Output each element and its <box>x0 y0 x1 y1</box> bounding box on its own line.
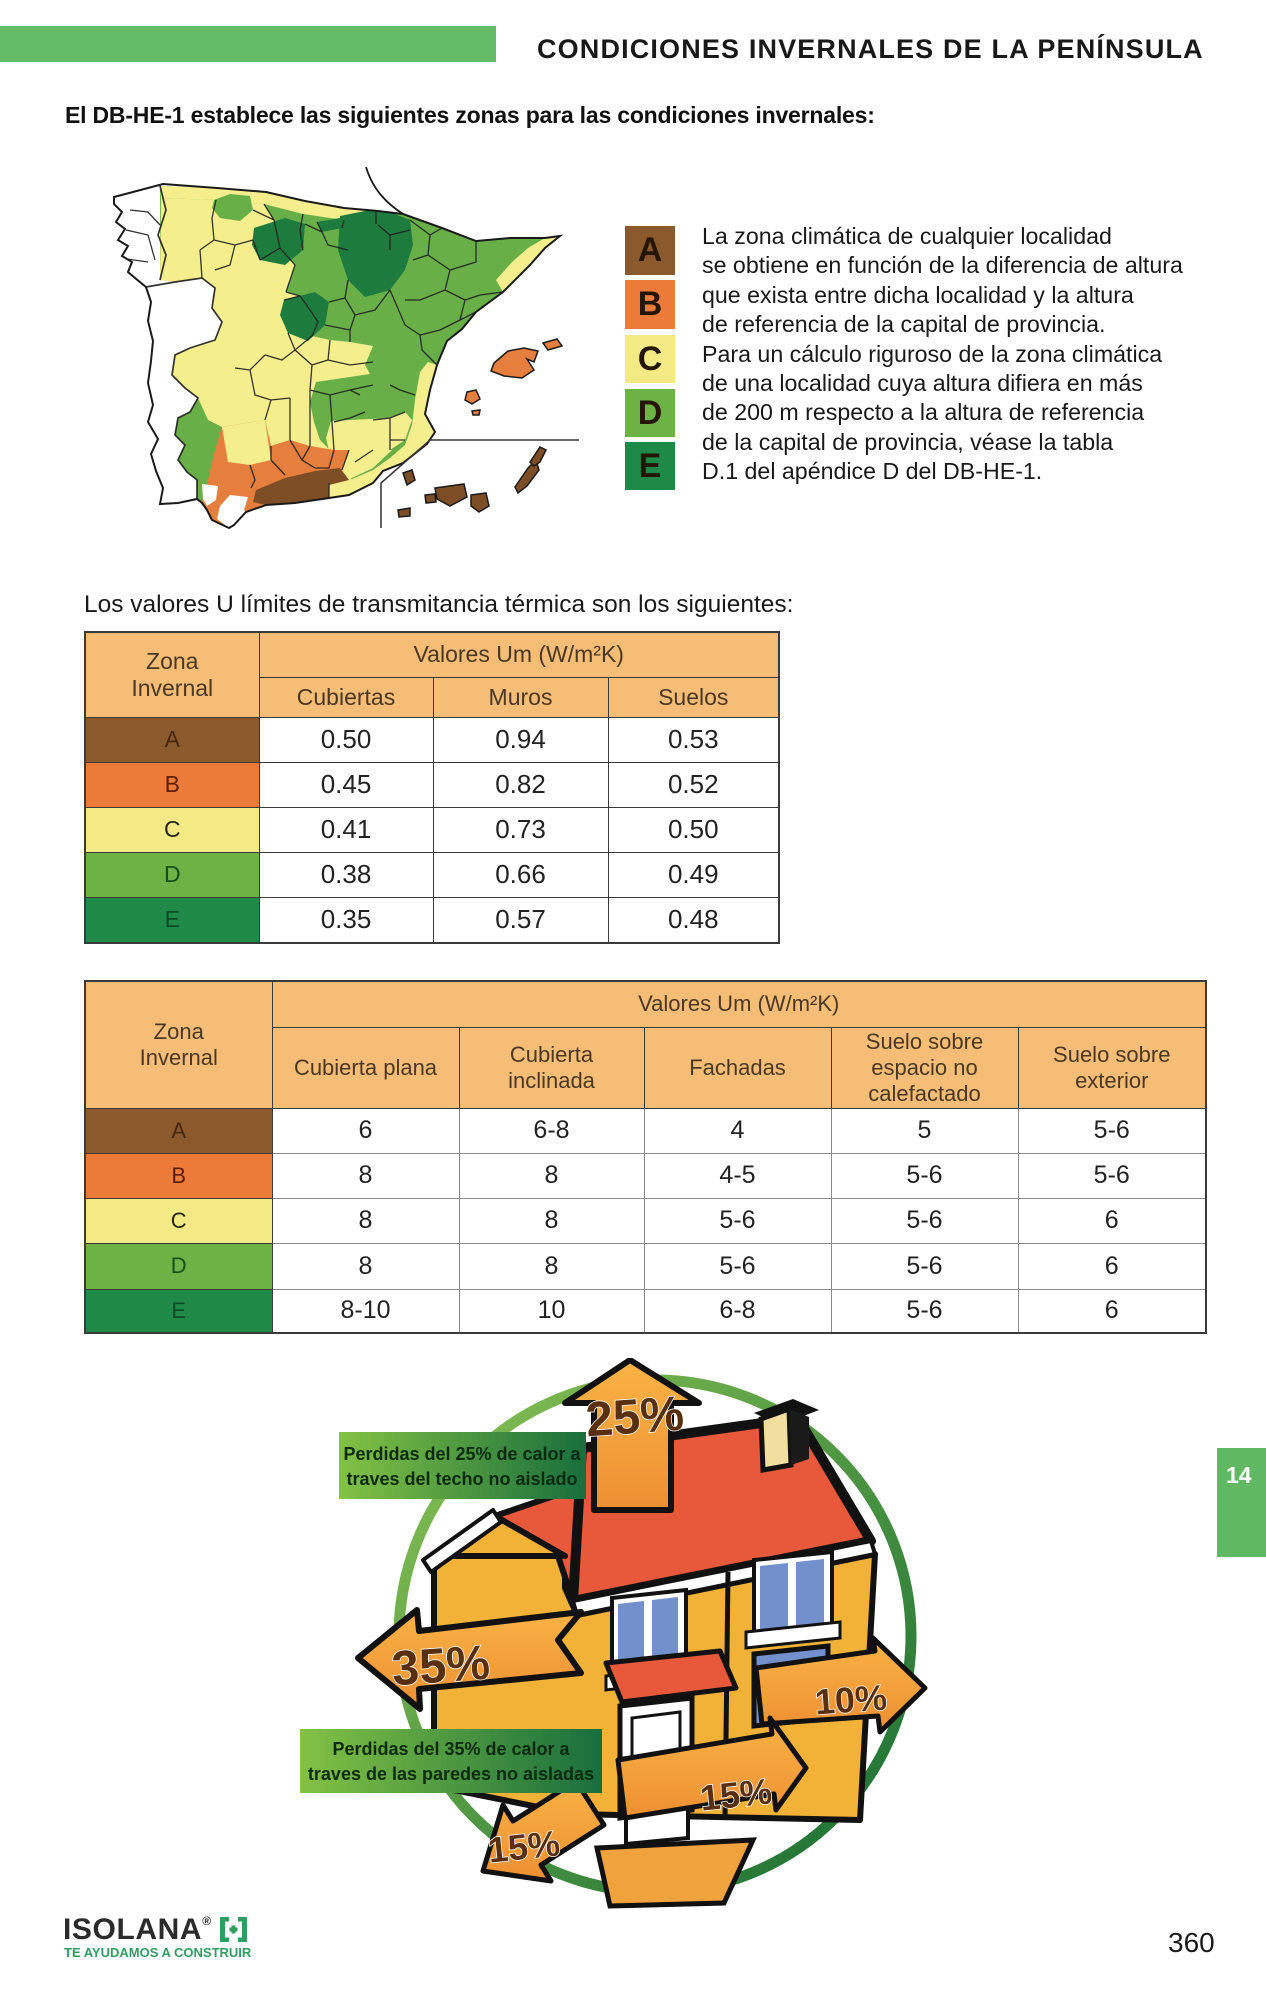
svg-text:15%: 15% <box>486 1822 562 1870</box>
svg-text:Perdidas del 25% de calor a: Perdidas del 25% de calor a <box>343 1444 581 1464</box>
svg-text:35%: 35% <box>390 1636 492 1697</box>
svg-text:15%: 15% <box>698 1770 774 1818</box>
svg-text:traves de las paredes no aisla: traves de las paredes no aisladas <box>308 1764 594 1784</box>
svg-text:traves del techo no aislado: traves del techo no aislado <box>346 1469 577 1489</box>
svg-text:25%: 25% <box>584 1387 686 1448</box>
svg-text:Perdidas del 35% de calor a: Perdidas del 35% de calor a <box>332 1739 570 1759</box>
svg-text:10%: 10% <box>813 1677 888 1723</box>
